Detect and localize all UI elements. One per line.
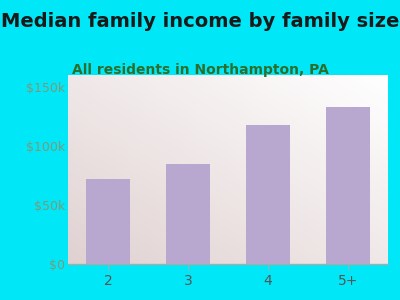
Text: Median family income by family size: Median family income by family size (1, 12, 399, 31)
Bar (326, 107, 370, 264)
Text: All residents in Northampton, PA: All residents in Northampton, PA (72, 63, 328, 77)
Bar (246, 124, 290, 264)
Bar (86, 179, 130, 264)
Bar (166, 164, 210, 264)
